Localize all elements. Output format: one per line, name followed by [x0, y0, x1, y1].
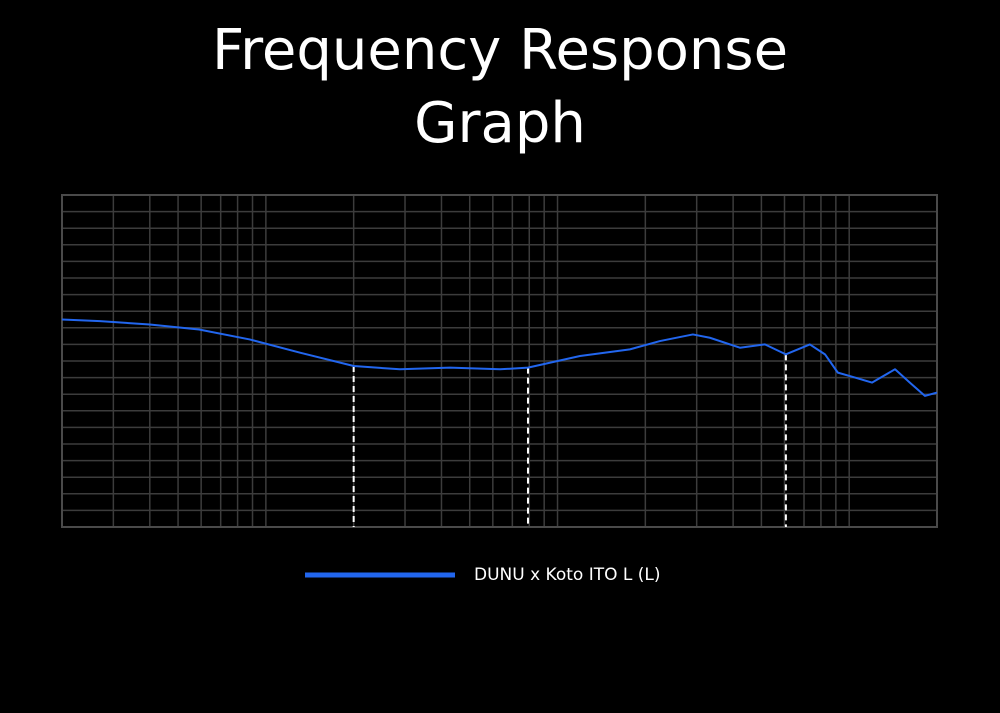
response-line	[61, 318, 938, 397]
plot-frame	[61, 194, 938, 528]
legend-label: DUNU x Koto ITO L (L)	[474, 565, 661, 585]
chart-title: Frequency Response Graph	[211, 18, 789, 156]
